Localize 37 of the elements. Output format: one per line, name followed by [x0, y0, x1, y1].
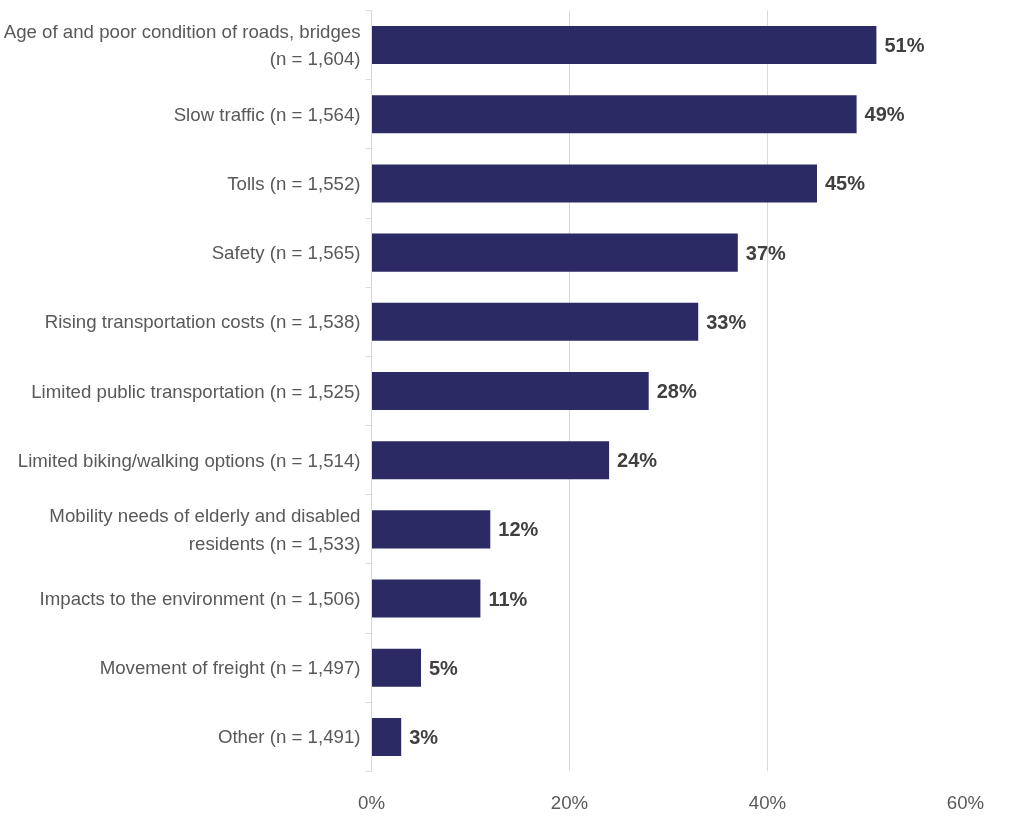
y-tick-label: Mobility needs of elderly and disabled residents (n = 1,533): [49, 505, 361, 554]
x-tick-label: 60%: [946, 791, 985, 813]
y-tick-label: Rising transportation costs (n = 1,538): [44, 311, 361, 333]
y-tick-label: Limited public transportation (n = 1,525): [31, 380, 361, 402]
data-label: 37%: [745, 241, 787, 264]
bar: [371, 302, 699, 341]
data-label: 3%: [409, 725, 439, 748]
bar: [371, 164, 817, 203]
data-label: 51%: [884, 34, 925, 57]
bar: [371, 648, 421, 687]
data-label: 12%: [498, 518, 539, 541]
data-label: 49%: [864, 103, 905, 126]
bar: [371, 441, 610, 480]
x-tick-label: 20%: [550, 791, 589, 813]
x-tick-label: 40%: [748, 791, 787, 813]
data-label: 28%: [656, 380, 697, 402]
y-tick-label: Other (n = 1,491): [217, 726, 361, 748]
y-tick-label: Movement of freight (n = 1,497): [99, 657, 361, 679]
y-tick-label: Slow traffic (n = 1,564): [173, 103, 361, 125]
bar: [371, 26, 877, 65]
data-label: 11%: [488, 587, 528, 610]
bar: [371, 95, 857, 134]
x-tick-label: 0%: [358, 791, 385, 813]
y-tick-label: Safety (n = 1,565): [211, 242, 361, 264]
bar: [371, 717, 402, 756]
bar: [371, 510, 491, 549]
y-tick-label: Age of and poor condition of roads, bridges (n = 1,604): [3, 20, 361, 70]
data-label: 5%: [429, 656, 459, 679]
data-label: 45%: [825, 172, 866, 195]
data-label: 24%: [617, 449, 658, 472]
bar: [371, 233, 738, 272]
y-tick-label: Limited biking/walking options (n = 1,514): [17, 449, 361, 471]
bar: [371, 579, 481, 618]
data-label: 33%: [706, 310, 747, 333]
bar: [371, 371, 649, 411]
y-tick-label: Impacts to the environment (n = 1,506): [39, 588, 361, 610]
y-tick-label: Tolls (n = 1,552): [227, 172, 361, 194]
